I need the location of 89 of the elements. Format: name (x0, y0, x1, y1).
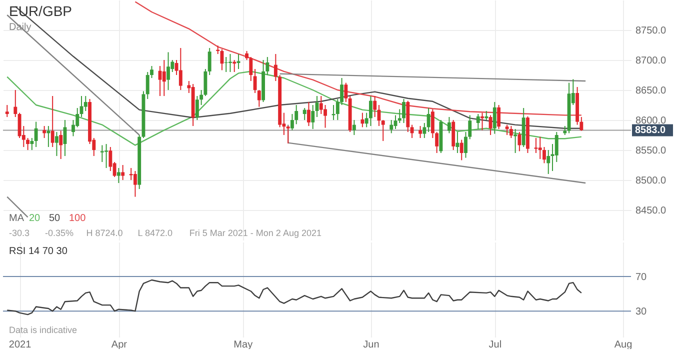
candlestick (534, 138, 538, 154)
candlestick (84, 96, 88, 112)
candlestick (492, 102, 496, 134)
candlestick (398, 108, 402, 124)
y-tick-label: 8650.0 (636, 86, 667, 96)
y-tick-label: 8500.0 (636, 176, 667, 186)
annotation: H 8724.0 (86, 228, 123, 238)
candlestick (236, 54, 240, 70)
text: 100 (69, 213, 86, 224)
candlestick (26, 138, 30, 150)
y-tick-label: 8600.0 (636, 116, 667, 126)
candlestick (430, 108, 434, 138)
candlestick (294, 104, 298, 125)
y-tick-label: 8450.0 (636, 206, 667, 216)
candlestick (274, 54, 278, 82)
x-tick-label: Jun (363, 340, 380, 350)
legend-title: MA (9, 213, 24, 224)
candlestick (509, 126, 513, 138)
candlestick (340, 78, 344, 106)
candlestick (497, 104, 501, 130)
text: 20 (29, 213, 41, 224)
candlestick (464, 132, 468, 158)
candlestick (100, 144, 104, 162)
candlestick (460, 139, 464, 161)
candlestick (344, 82, 348, 102)
candlestick (14, 90, 18, 118)
x-tick-label: Jul (488, 340, 502, 350)
candlestick (311, 104, 315, 130)
candlestick (104, 144, 108, 168)
candlestick (505, 124, 509, 136)
candlestick (195, 96, 199, 120)
candlestick (5, 104, 9, 118)
y-tick-label: 8550.0 (636, 146, 667, 156)
candlestick (307, 102, 310, 126)
candlestick (76, 108, 80, 128)
candlestick (381, 120, 385, 142)
candlestick (54, 132, 58, 156)
candlestick (166, 52, 170, 90)
candlestick (208, 48, 212, 76)
candlestick (42, 126, 46, 138)
candlestick (390, 120, 394, 134)
candlestick (368, 96, 372, 126)
line-series (6, 279, 582, 316)
candlestick (402, 98, 406, 124)
candlestick (116, 168, 120, 184)
candlestick (476, 114, 480, 130)
candlestick (121, 164, 125, 180)
annotation: -30.3 (9, 228, 30, 238)
candlestick (418, 126, 422, 138)
candlestick (80, 96, 84, 118)
candlestick (59, 130, 63, 160)
candlestick (286, 126, 290, 144)
candlestick (422, 122, 426, 138)
y-tick-label: 8750.0 (636, 26, 667, 36)
candlestick (34, 121, 38, 148)
candlestick (319, 96, 323, 114)
candlestick (324, 104, 327, 128)
candlestick (162, 60, 166, 96)
candlestick (30, 138, 34, 150)
ref-line-label: 8583.0 (635, 125, 666, 136)
x-tick-label: 2021 (8, 340, 32, 350)
candlestick (426, 108, 430, 132)
candlestick (447, 116, 451, 134)
candlestick (178, 48, 182, 90)
chart-title: RSI 14 70 30 (9, 246, 68, 257)
candlestick (435, 132, 439, 154)
candlestick (373, 96, 377, 118)
annotation: Data is indicative (9, 325, 78, 335)
candlestick (352, 120, 356, 136)
candlestick (257, 90, 261, 108)
candlestick (302, 108, 306, 120)
candlestick (546, 150, 550, 174)
candlestick (468, 114, 472, 140)
y-tick-label: 30 (636, 306, 648, 318)
candlestick (290, 114, 294, 131)
candlestick (538, 136, 542, 160)
annotation: -0.35% (45, 228, 74, 238)
y-tick-label: 8700.0 (636, 56, 667, 66)
annotation: Fri 5 Mar 2021 - Mon 2 Aug 2021 (189, 228, 322, 238)
annotation: L 8472.0 (138, 228, 173, 238)
candlestick (554, 132, 558, 162)
candlestick (133, 170, 137, 198)
text: 50 (49, 213, 61, 224)
candlestick (50, 96, 54, 148)
y-tick-label: 70 (636, 272, 648, 284)
candlestick (360, 112, 364, 128)
candlestick (336, 98, 340, 120)
candlestick (518, 132, 522, 152)
candlestick (542, 146, 546, 164)
